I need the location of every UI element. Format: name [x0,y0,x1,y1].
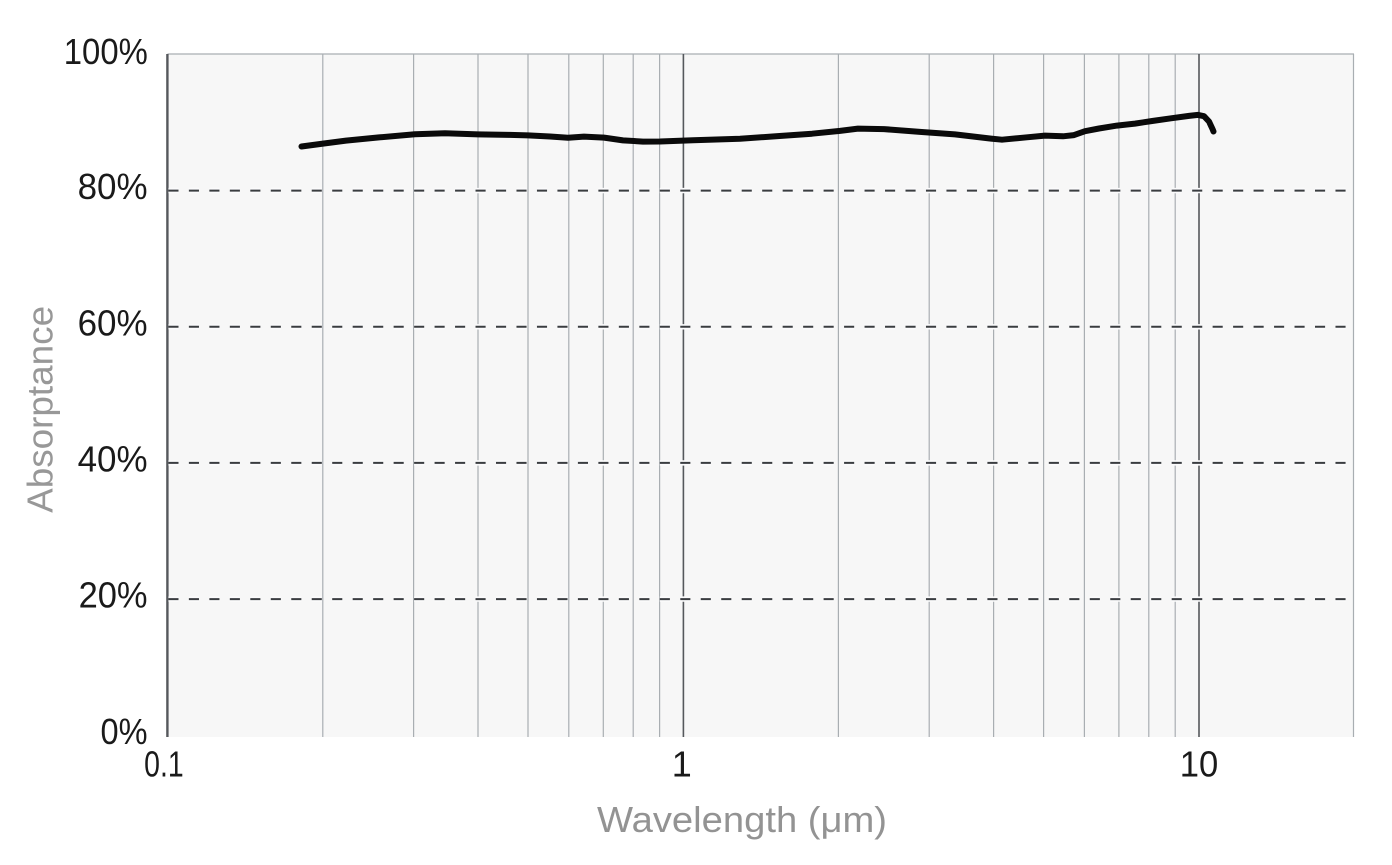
svg-text:20%: 20% [79,575,148,616]
svg-text:80%: 80% [78,166,148,207]
svg-text:40%: 40% [78,438,148,479]
svg-text:10: 10 [1180,744,1219,785]
svg-text:Wavelength (μm): Wavelength (μm) [597,799,887,840]
svg-text:0%: 0% [101,711,148,752]
svg-text:0.1: 0.1 [144,744,184,785]
svg-text:1: 1 [672,744,692,785]
svg-text:60%: 60% [78,302,148,343]
svg-text:Absorptance: Absorptance [20,306,61,513]
svg-text:100%: 100% [64,31,148,72]
